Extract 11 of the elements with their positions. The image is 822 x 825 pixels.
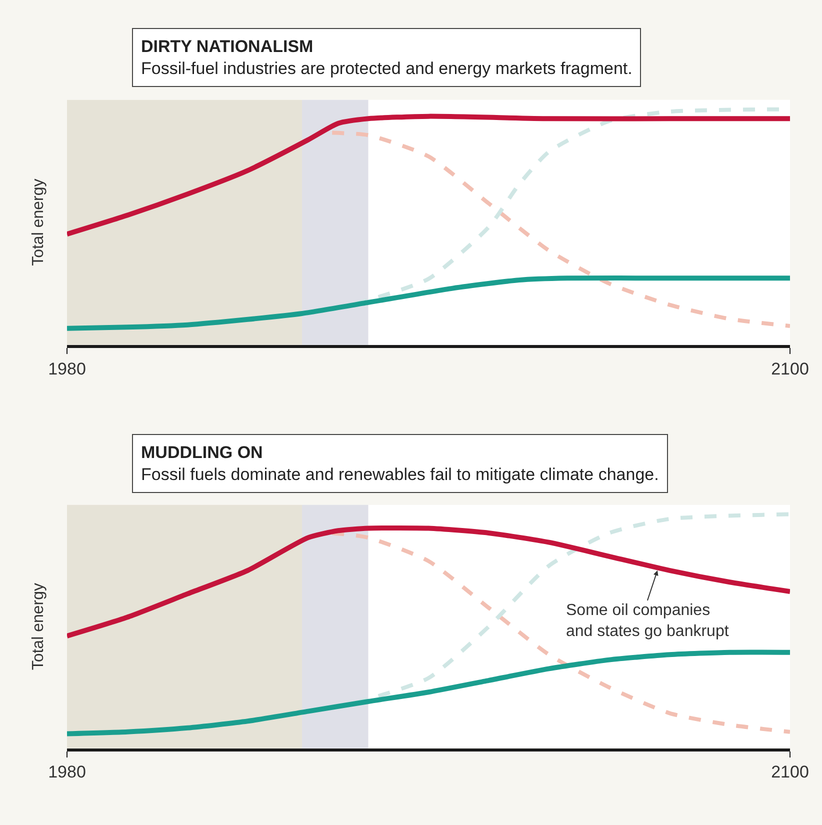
x-tick-label: 1980 xyxy=(48,359,86,378)
x-tick-label: 2100 xyxy=(771,762,809,782)
chart-title: DIRTY NATIONALISM xyxy=(141,37,314,56)
chart-subtitle: Fossil fuels dominate and renewables fail to mitigate climate change. xyxy=(141,465,659,484)
y-axis-title: Total energy xyxy=(30,583,47,670)
x-tick-label: 1980 xyxy=(48,762,86,782)
x-tick-label: 2100 xyxy=(771,359,809,378)
chart-subtitle: Fossil-fuel industries are protected and energy markets fragment. xyxy=(141,59,632,78)
y-axis-title: Total energy xyxy=(30,178,47,266)
annotation: Some oil companies and states go bankrupt xyxy=(566,602,730,640)
chart-title: MUDDLING ON xyxy=(141,443,263,462)
